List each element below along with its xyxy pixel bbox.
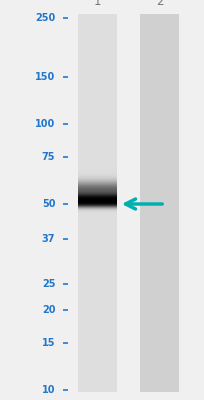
Text: 37: 37 <box>42 234 55 244</box>
Text: 10: 10 <box>42 385 55 395</box>
Bar <box>140 14 178 392</box>
Text: 250: 250 <box>35 13 55 23</box>
Text: 25: 25 <box>42 279 55 289</box>
Text: 150: 150 <box>35 72 55 82</box>
Text: 20: 20 <box>42 305 55 315</box>
Text: 2: 2 <box>155 0 163 8</box>
Text: 50: 50 <box>42 199 55 209</box>
Text: 15: 15 <box>42 338 55 348</box>
Text: 100: 100 <box>35 119 55 129</box>
Text: 1: 1 <box>93 0 101 8</box>
Text: 75: 75 <box>42 152 55 162</box>
